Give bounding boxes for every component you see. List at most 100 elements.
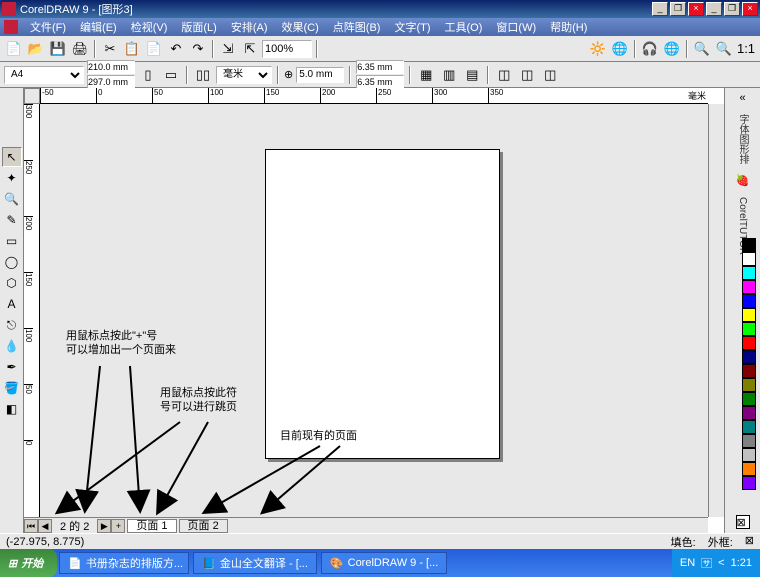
pages-facing-icon[interactable]: ▯▯ [193,65,213,85]
unit-select[interactable]: 毫米 [216,66,272,84]
docker-arrow-icon[interactable]: « [739,92,745,104]
menu-bitmap[interactable]: 点阵图(B) [327,18,387,36]
task-item-3[interactable]: 🎨CorelDRAW 9 - [... [321,552,447,574]
eyedropper-tool-icon[interactable]: 💧 [2,336,22,356]
zoom11-icon[interactable]: 1:1 [736,39,756,59]
web-icon[interactable]: 🌐 [662,39,682,59]
vertical-ruler[interactable]: 300250 200150 10050 0 [24,104,40,517]
tray-clock[interactable]: 1:21 [731,557,752,569]
docker-label-1[interactable]: 字体图形排 [735,114,750,164]
color-swatch-14[interactable] [742,434,756,448]
headset-icon[interactable]: 🎧 [640,39,660,59]
color-swatch-16[interactable] [742,462,756,476]
import-icon[interactable]: ⇲ [218,39,238,59]
minimize-button[interactable]: _ [652,2,668,16]
color-swatch-10[interactable] [742,378,756,392]
menu-edit[interactable]: 编辑(E) [74,18,123,36]
doc-close-button[interactable]: × [742,2,758,16]
page-add-button[interactable]: + [111,519,125,533]
ellipse-tool-icon[interactable]: ◯ [2,252,22,272]
color-swatch-1[interactable] [742,252,756,266]
menu-arrange[interactable]: 安排(A) [225,18,274,36]
color-swatch-13[interactable] [742,420,756,434]
color-swatch-4[interactable] [742,294,756,308]
doc-restore-button[interactable]: ❐ [724,2,740,16]
paper-height[interactable] [87,75,135,89]
freehand-tool-icon[interactable]: ✎ [2,210,22,230]
menu-layout[interactable]: 版面(L) [175,18,222,36]
menu-effects[interactable]: 效果(C) [276,18,325,36]
zoomin-icon[interactable]: 🔍 [692,39,712,59]
color-swatch-0[interactable] [742,238,756,252]
dup-x[interactable] [356,60,404,74]
tray-ime-icon[interactable]: 🈂 [701,555,712,571]
shape-tool-icon[interactable]: ✦ [2,168,22,188]
close-button[interactable]: × [688,2,704,16]
color-swatch-15[interactable] [742,448,756,462]
swatch-none[interactable]: ⊠ [736,515,750,529]
tutor-strawberry-icon[interactable]: 🍓 [736,174,750,187]
menu-help[interactable]: 帮助(H) [544,18,593,36]
paper-select[interactable]: A4 [4,66,84,84]
color-swatch-11[interactable] [742,392,756,406]
menu-tools[interactable]: 工具(O) [439,18,489,36]
grid-icon[interactable]: ▤ [462,65,482,85]
tray-lang-icon[interactable]: EN [680,557,695,569]
menu-view[interactable]: 检视(V) [125,18,174,36]
page-first-button[interactable]: ⏮ [24,519,38,533]
polygon-tool-icon[interactable]: ⬡ [2,273,22,293]
app-launcher-icon[interactable]: 🔆 [588,39,608,59]
task-item-1[interactable]: 📄书册杂志的排版方... [59,552,189,574]
opt1-icon[interactable]: ◫ [494,65,514,85]
snap-icon[interactable]: ▦ [416,65,436,85]
print-icon[interactable]: 🖨 [70,39,90,59]
drawing-canvas[interactable]: 用鼠标点按此"+"号可以增加出一个页面来 用鼠标点按此符号可以进行跳页 目前现有… [40,104,708,517]
color-swatch-5[interactable] [742,308,756,322]
ruler-corner[interactable] [24,88,40,104]
portrait-icon[interactable]: ▯ [138,65,158,85]
save-icon[interactable]: 💾 [48,39,68,59]
color-swatch-2[interactable] [742,266,756,280]
color-swatch-7[interactable] [742,336,756,350]
paste-icon[interactable]: 📄 [144,39,164,59]
start-button[interactable]: ⊞ 开始 [0,549,57,577]
export-icon[interactable]: ⇱ [240,39,260,59]
horizontal-ruler[interactable]: -500 50100 150200 250300 350 [40,88,708,104]
open-icon[interactable]: 📂 [26,39,46,59]
task-item-2[interactable]: 📘金山全文翻译 - [... [193,552,317,574]
opt3-icon[interactable]: ◫ [540,65,560,85]
restore-button[interactable]: ❐ [670,2,686,16]
page-next-button[interactable]: ▶ [97,519,111,533]
corel-icon[interactable]: 🌐 [610,39,630,59]
menu-file[interactable]: 文件(F) [24,18,72,36]
color-swatch-17[interactable] [742,476,756,490]
cut-icon[interactable]: ✂ [100,39,120,59]
guides-icon[interactable]: ▥ [439,65,459,85]
nudge-input[interactable] [296,67,344,83]
page-tab-1[interactable]: 页面 1 [127,519,176,533]
doc-minimize-button[interactable]: _ [706,2,722,16]
tray-volume-icon[interactable]: < [718,557,724,569]
text-tool-icon[interactable]: A [2,294,22,314]
paper-width[interactable] [87,60,135,74]
outline-tool-icon[interactable]: ✒ [2,357,22,377]
color-swatch-3[interactable] [742,280,756,294]
copy-icon[interactable]: 📋 [122,39,142,59]
color-swatch-8[interactable] [742,350,756,364]
undo-icon[interactable]: ↶ [166,39,186,59]
zoom-input[interactable] [262,40,312,58]
color-swatch-12[interactable] [742,406,756,420]
menu-text[interactable]: 文字(T) [388,18,436,36]
opt2-icon[interactable]: ◫ [517,65,537,85]
color-swatch-6[interactable] [742,322,756,336]
interactive-fill-icon[interactable]: ◧ [2,399,22,419]
new-icon[interactable]: 📄 [4,39,24,59]
fill-tool-icon[interactable]: 🪣 [2,378,22,398]
vertical-scrollbar[interactable] [708,104,724,517]
zoom-tool-icon[interactable]: 🔍 [2,189,22,209]
interactive-tool-icon[interactable]: ⎋ [2,315,22,335]
dup-y[interactable] [356,75,404,89]
color-swatch-9[interactable] [742,364,756,378]
zoomout-icon[interactable]: 🔍 [714,39,734,59]
page-prev-button[interactable]: ◀ [38,519,52,533]
